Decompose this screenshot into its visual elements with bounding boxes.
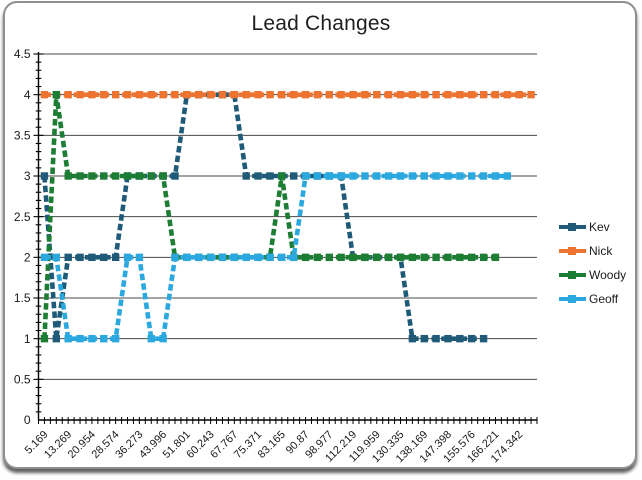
legend-label: Kev — [589, 220, 610, 234]
legend-label: Woody — [589, 268, 627, 282]
y-axis-labels: 0 0.5 1 1.5 2 2.5 3 3.5 4 4.5 — [14, 47, 31, 427]
svg-text:0.5: 0.5 — [14, 373, 31, 387]
svg-text:0: 0 — [24, 413, 31, 427]
x-axis-ticks — [38, 417, 538, 424]
x-axis-labels: 5.16913.26920.95428.57436.27343.99651.80… — [23, 429, 526, 466]
svg-text:3.5: 3.5 — [14, 129, 31, 143]
chart-card — [3, 1, 637, 469]
legend-item-nick: Nick — [559, 239, 626, 263]
legend-swatch-nick — [559, 247, 586, 256]
legend-swatch-woody — [559, 271, 586, 280]
series-line-nick — [40, 90, 535, 99]
legend-swatch-geoff — [559, 295, 586, 304]
svg-text:2: 2 — [24, 251, 31, 265]
svg-text:4: 4 — [24, 88, 31, 102]
svg-text:1.5: 1.5 — [14, 291, 31, 305]
series-line-geoff — [40, 172, 512, 343]
legend-item-kev: Kev — [559, 215, 626, 239]
svg-text:2.5: 2.5 — [14, 210, 31, 224]
svg-text:3: 3 — [24, 169, 31, 183]
legend-item-geoff: Geoff — [559, 287, 626, 311]
legend-label: Geoff — [589, 292, 619, 306]
legend-item-woody: Woody — [559, 263, 626, 287]
legend: Kev Nick Woody Geoff — [559, 215, 626, 311]
chart-title: Lead Changes — [251, 12, 391, 35]
legend-swatch-kev — [559, 223, 586, 232]
axes — [37, 52, 537, 421]
legend-label: Nick — [589, 244, 613, 258]
svg-text:1: 1 — [24, 332, 31, 346]
series-lines — [40, 90, 535, 343]
svg-text:4.5: 4.5 — [14, 47, 31, 61]
